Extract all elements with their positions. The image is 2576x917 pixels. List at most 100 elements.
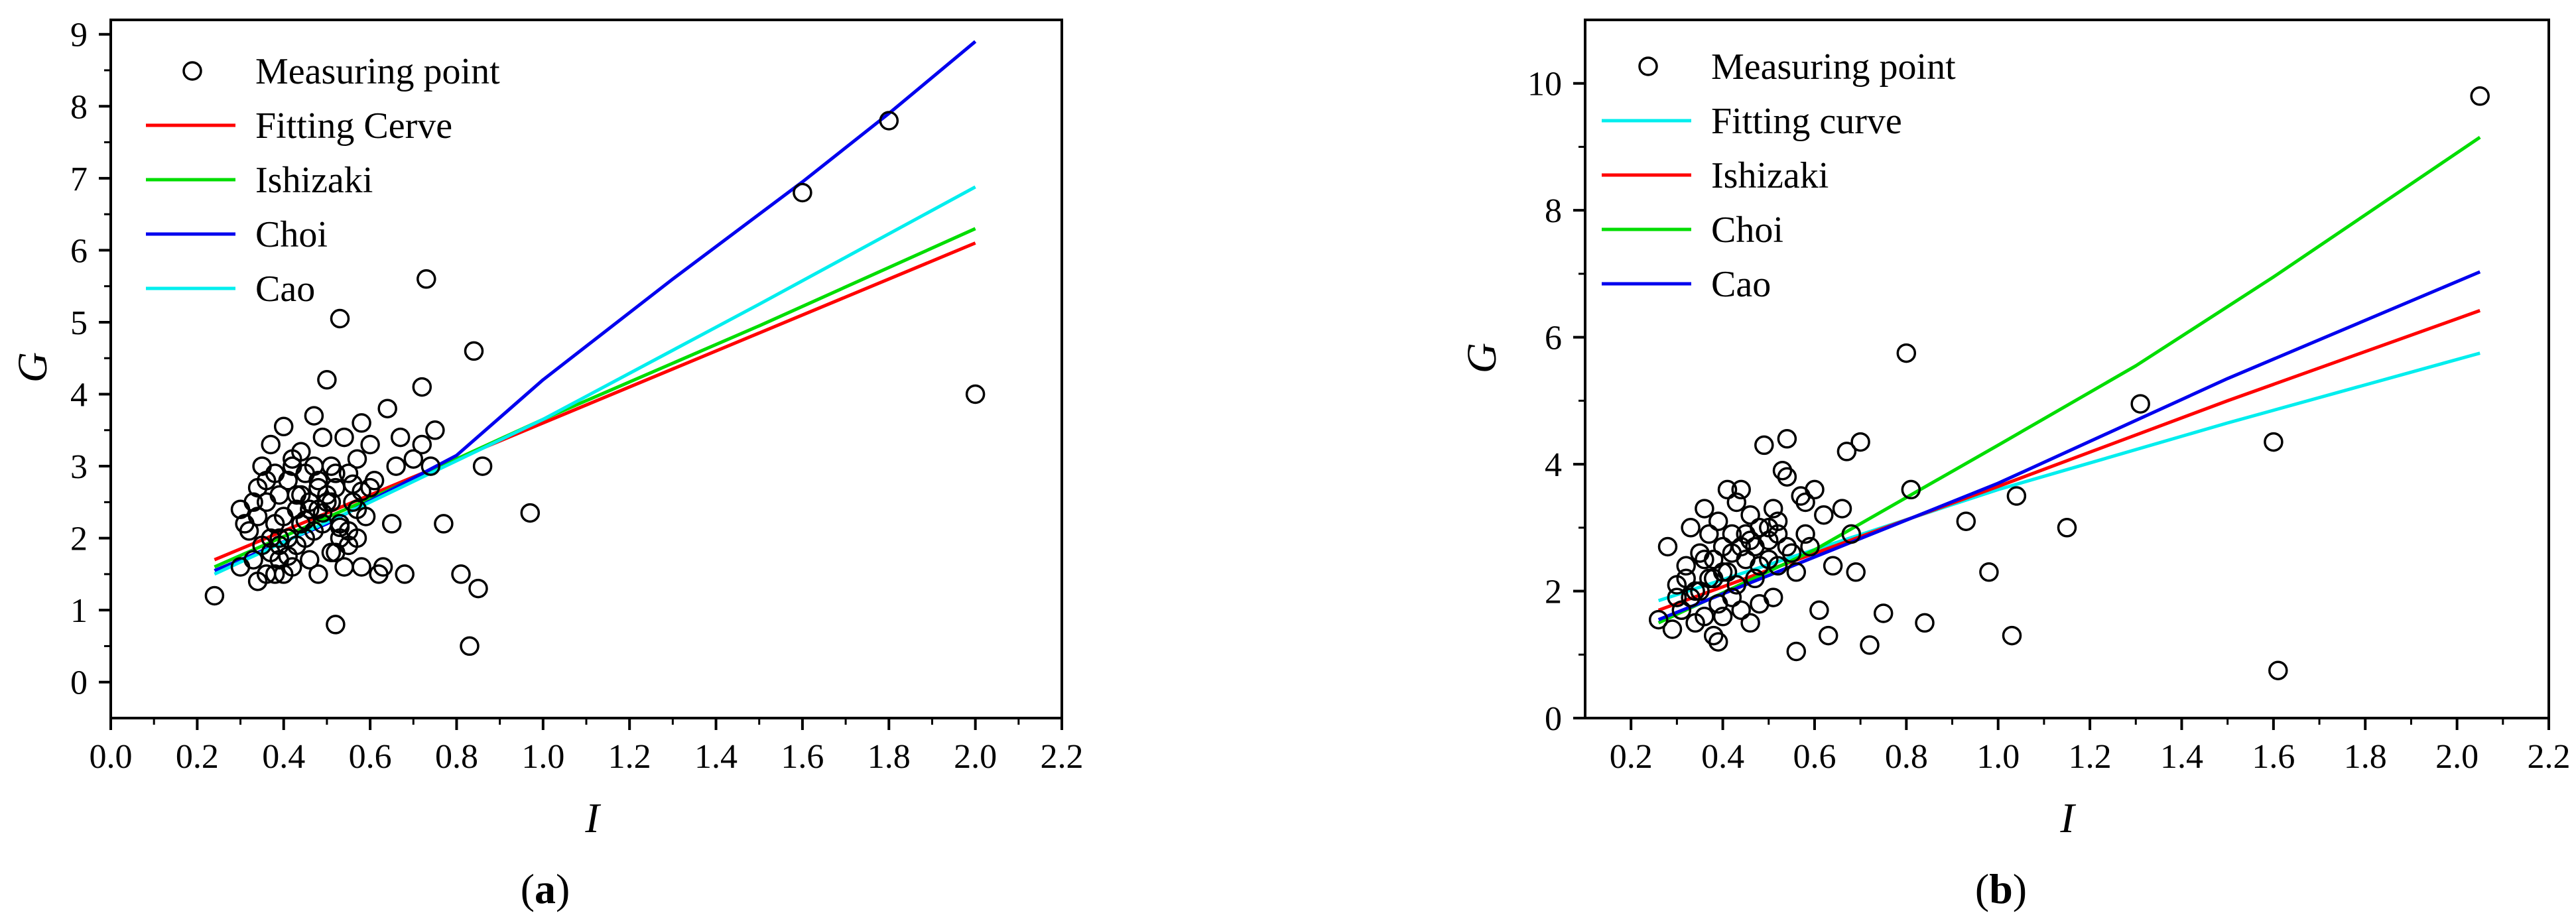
- x-tick-label-b-0: 0.2: [1610, 738, 1653, 776]
- scatter-point-a-36: [308, 471, 328, 491]
- scatter-point-a-18: [273, 416, 294, 437]
- legend-item-a-3: Choi: [146, 214, 328, 255]
- scatter-point-b-5: [1676, 556, 1696, 576]
- scatter-point-a-104: [347, 499, 367, 519]
- scatter-point-a-65: [390, 427, 411, 448]
- y-tick-label-a-1: 1: [70, 592, 88, 630]
- scatter-point-b-20: [1712, 607, 1733, 627]
- scatter-point-a-15: [265, 564, 285, 584]
- scatter-point-b-0: [1648, 609, 1669, 630]
- scatter-point-b-57: [1823, 556, 1843, 576]
- scatter-point-a-35: [308, 564, 328, 584]
- scatter-point-a-101: [247, 507, 268, 526]
- scatter-point-a-74: [451, 564, 471, 584]
- scatter-point-b-60: [1841, 524, 1862, 544]
- scatter-point-b-1: [1657, 536, 1678, 557]
- scatter-point-a-11: [261, 434, 281, 455]
- scatter-point-b-71: [2006, 486, 2027, 506]
- scatter-point-a-79: [520, 503, 541, 523]
- scatter-point-a-61: [373, 557, 393, 577]
- scatter-point-b-67: [1915, 613, 1935, 633]
- x-tick-label-b-1: 0.4: [1701, 738, 1744, 776]
- scatter-point-b-31: [1740, 505, 1760, 525]
- scatter-point-a-4: [243, 550, 263, 570]
- scatter-point-b-70: [2002, 625, 2022, 646]
- scatter-point-b-77: [1676, 568, 1696, 589]
- scatter-point-b-40: [1763, 499, 1783, 519]
- y-tick-label-a-0: 0: [70, 664, 88, 702]
- legend-item-a-1: Fitting Cerve: [146, 105, 452, 147]
- series-line-b-ishizaki: [1657, 309, 2481, 612]
- scatter-point-b-88: [1777, 536, 1797, 557]
- scatter-point-a-98: [300, 492, 320, 513]
- y-tick-label-b-5: 10: [1527, 66, 1562, 103]
- scatter-point-b-75: [2268, 660, 2288, 680]
- y-tick-label-a-8: 8: [70, 88, 88, 126]
- scatter-point-a-77: [468, 578, 488, 599]
- y-tick-label-a-5: 5: [70, 304, 88, 342]
- scatter-point-b-52: [1800, 536, 1820, 557]
- x-tick-label-a-2: 0.4: [262, 738, 305, 776]
- scatter-point-a-31: [300, 550, 320, 570]
- scatter-point-b-66: [1901, 479, 1921, 500]
- x-tick-label-b-7: 1.6: [2252, 738, 2295, 776]
- scatter-point-a-108: [879, 111, 899, 131]
- scatter-point-a-71: [420, 456, 441, 476]
- scatter-point-b-62: [1850, 432, 1870, 452]
- legend-label-a-3: Choi: [255, 214, 328, 255]
- legend-label-b-0: Measuring point: [1711, 46, 1956, 88]
- scatter-point-b-83: [1703, 568, 1724, 589]
- chart-panel-a: 0.0 0.2 0.4 0.6 0.8 1.0 1.2 1.4 1.6 1.8 2.0 2.2 0 1 2 3…: [9, 17, 1084, 912]
- scatter-point-a-37: [312, 427, 333, 448]
- legend-item-a-0: Measuring point: [182, 51, 500, 92]
- x-tick-label-b-4: 1.0: [1976, 738, 2020, 776]
- axis-ticks-b: 0.2 0.4 0.6 0.8 1.0 1.2 1.4 1.6 1.8 2.0 2.2 0 2 4 6 8 10: [1527, 66, 2571, 776]
- scatter-point-a-63: [381, 514, 402, 534]
- y-tick-label-b-3: 6: [1545, 320, 1562, 357]
- scatter-point-b-65: [1896, 343, 1917, 363]
- legend-label-a-0: Measuring point: [255, 51, 500, 92]
- scatter-point-a-49: [338, 463, 359, 483]
- scatter-point-a-78: [472, 456, 493, 476]
- x-tick-label-b-8: 1.8: [2344, 738, 2387, 776]
- scatter-point-a-21: [278, 471, 298, 491]
- x-tick-label-b-3: 0.8: [1885, 738, 1928, 776]
- x-axis-title-a: I: [584, 794, 601, 841]
- x-tick-label-a-6: 1.2: [608, 738, 651, 776]
- axis-ticks-a: 0.0 0.2 0.4 0.6 0.8 1.0 1.2 1.4 1.6 1.8 2.0 2.2 0 1 2 3…: [70, 17, 1084, 776]
- scatter-point-a-75: [460, 636, 480, 656]
- scatter-point-b-45: [1777, 467, 1797, 487]
- x-axis-title-b: I: [2059, 794, 2076, 841]
- scatter-point-a-73: [434, 514, 454, 534]
- scatter-point-b-7: [1681, 518, 1701, 538]
- series-line-b-fitting-curve: [1657, 351, 2480, 603]
- scatter-point-b-53: [1805, 479, 1825, 500]
- scatter-point-a-47: [334, 427, 354, 448]
- y-tick-label-b-2: 4: [1545, 446, 1562, 484]
- scatter-point-b-13: [1699, 524, 1719, 544]
- scatter-point-b-15: [1703, 625, 1724, 646]
- scatter-point-a-68: [412, 377, 432, 397]
- scatter-point-b-89: [1795, 492, 1815, 513]
- scatter-point-b-55: [1814, 505, 1834, 525]
- scatter-point-a-43: [326, 615, 346, 635]
- scatter-point-b-63: [1860, 635, 1880, 655]
- panel-label-a-letter: a: [535, 865, 556, 912]
- scatter-point-b-11: [1695, 499, 1714, 519]
- scatter-point-b-58: [1832, 499, 1852, 519]
- scatter-point-b-37: [1754, 435, 1774, 456]
- x-tick-label-a-1: 0.2: [176, 738, 219, 776]
- scatter-point-a-54: [352, 413, 371, 433]
- legend-label-a-4: Cao: [255, 269, 315, 310]
- x-tick-label-a-4: 0.8: [435, 738, 478, 776]
- legend-item-b-4: Cao: [1602, 264, 1771, 305]
- scatter-point-b-35: [1750, 518, 1770, 538]
- scatter-point-a-100: [261, 528, 281, 548]
- scatter-points-b: [1648, 86, 2490, 680]
- chart-panel-b: 0.2 0.4 0.6 0.8 1.0 1.2 1.4 1.6 1.8 2.0 2.2 0 2 4 6 8 10…: [1458, 19, 2571, 912]
- y-tick-label-b-1: 2: [1545, 574, 1562, 611]
- scatter-point-a-27: [291, 442, 311, 462]
- scatter-point-b-69: [1979, 562, 1999, 582]
- scatter-point-b-4: [1671, 600, 1692, 621]
